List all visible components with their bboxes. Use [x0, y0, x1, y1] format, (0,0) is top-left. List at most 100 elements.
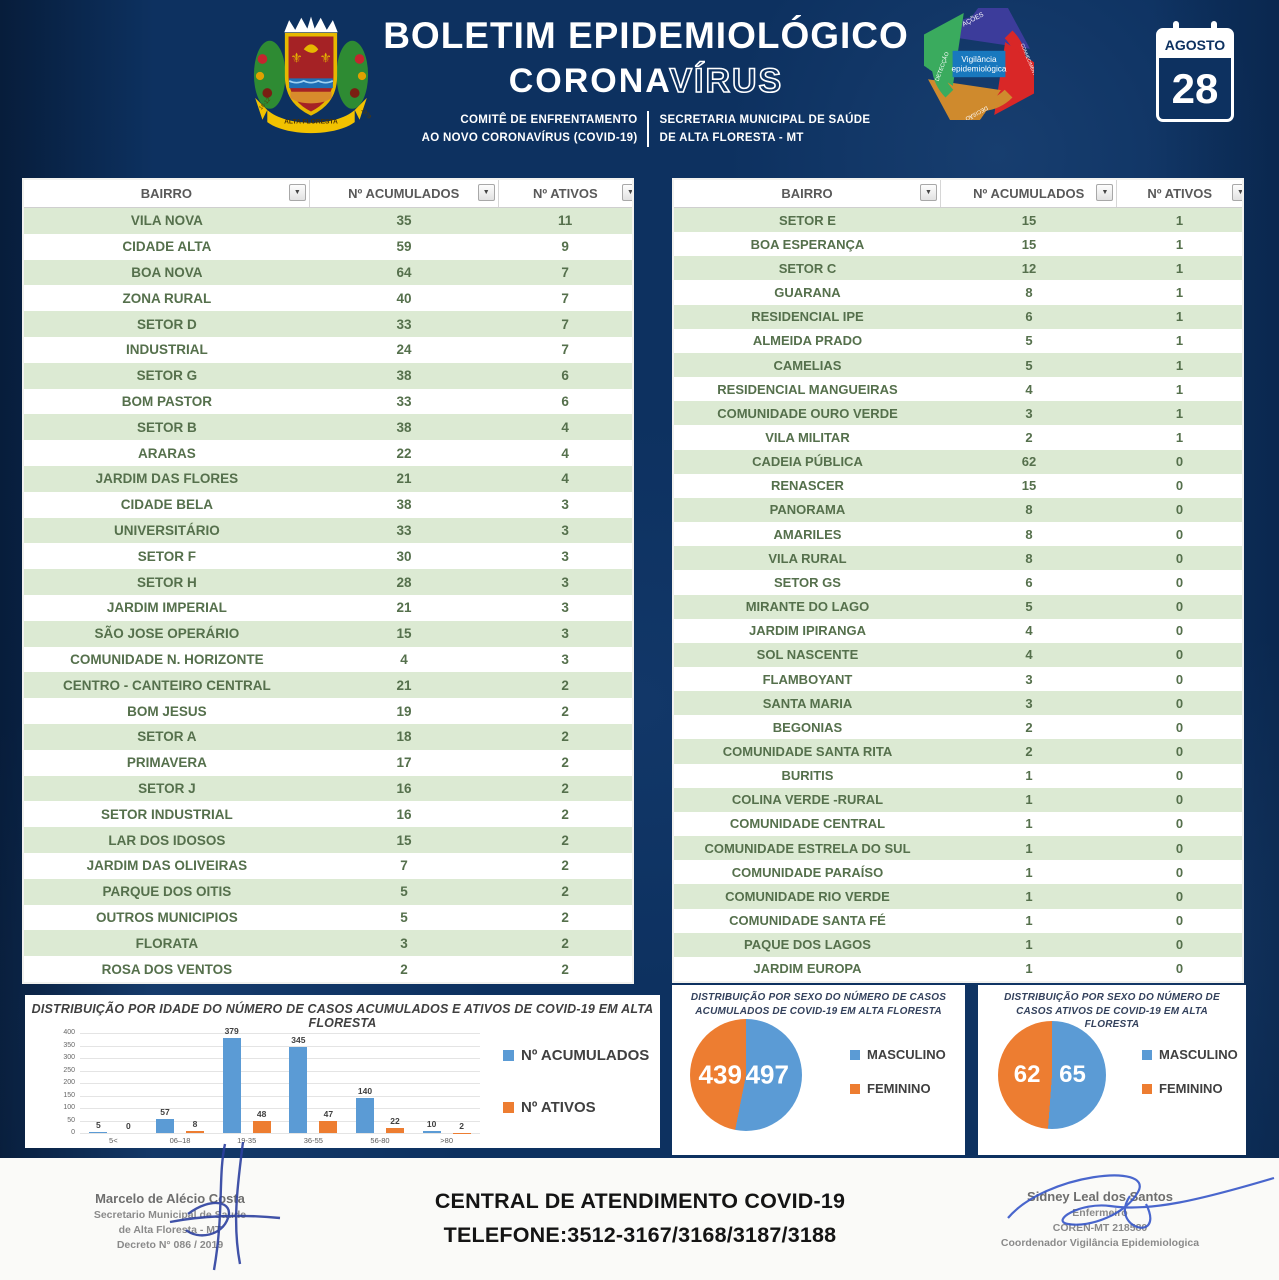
- acumulados-value: 7: [400, 858, 408, 874]
- table-row: CAMELIAS 5 1: [674, 352, 1242, 378]
- table-row: PARQUE DOS OITIS 5 2: [24, 878, 632, 905]
- bar-value-label: 379: [224, 1026, 239, 1037]
- acumulados-value: 6: [1025, 574, 1033, 590]
- ativos-value: 7: [561, 264, 569, 280]
- table-row: RESIDENCIAL MANGUEIRAS 4 1: [674, 377, 1242, 402]
- bar-acumulados: [289, 1046, 308, 1133]
- y-axis-tick: 350: [63, 1041, 75, 1049]
- table-row: BOA ESPERANÇA 15 1: [674, 232, 1242, 257]
- secretary-block: SECRETARIA MUNICIPAL DE SAÚDE DE ALTA FL…: [659, 111, 870, 148]
- table-row: PANORAMA 8 0: [674, 497, 1242, 523]
- bar-acumulados: [422, 1130, 441, 1133]
- filter-dropdown-button[interactable]: ▼: [477, 184, 495, 201]
- gridline: [80, 1045, 480, 1047]
- bar-value-label: 47: [323, 1109, 334, 1120]
- legend-swatch-orange: [1142, 1083, 1152, 1094]
- bairro-name: PAQUE DOS LAGOS: [744, 937, 871, 953]
- filter-dropdown-button[interactable]: ▼: [1232, 184, 1242, 201]
- filter-dropdown-button[interactable]: ▼: [622, 184, 632, 201]
- ativos-value: 0: [1175, 961, 1184, 977]
- table-row: UNIVERSITÁRIO 33 3: [24, 517, 632, 544]
- acumulados-value: 5: [1025, 333, 1033, 349]
- acumulados-value: 2: [1025, 719, 1033, 735]
- filter-dropdown-icon: ▼: [293, 189, 301, 196]
- table-row: ZONA RURAL 40 7: [24, 285, 632, 312]
- acumulados-value: 1: [1025, 816, 1033, 832]
- acumulados-value: 38: [396, 497, 412, 513]
- table-row: COMUNIDADE SANTA RITA 2 0: [674, 739, 1242, 764]
- city-crest-logo: ⚜ ⚜ 18-12 1979 ALTA FLORESTA: [250, 8, 372, 144]
- table-row: CADEIA PÚBLICA 62 0: [674, 449, 1242, 474]
- bairro-name: ALMEIDA PRADO: [752, 333, 863, 349]
- signer-role: Enfermeiro: [1072, 1207, 1128, 1220]
- table-row: SETOR INDUSTRIAL 16 2: [24, 801, 632, 828]
- filter-dropdown-button[interactable]: ▼: [1096, 184, 1114, 201]
- table-row: ROSA DOS VENTOS 2 2: [24, 956, 632, 982]
- table-row: COMUNIDADE SANTA FÉ 1 0: [674, 908, 1242, 933]
- bairro-name: BOA ESPERANÇA: [750, 236, 865, 252]
- table-row: JARDIM DAS OLIVEIRAS 7 2: [24, 852, 632, 879]
- acumulados-value: 19: [396, 703, 412, 719]
- calendar-ring-icon: [1211, 21, 1217, 35]
- acumulados-value: 59: [396, 239, 412, 255]
- filter-dropdown-button[interactable]: ▼: [920, 184, 938, 201]
- acumulados-value: 24: [396, 342, 412, 358]
- table-row: PAQUE DOS LAGOS 1 0: [674, 932, 1242, 957]
- acumulados-value: 15: [396, 626, 412, 642]
- calendar-month: AGOSTO: [1159, 31, 1231, 58]
- pie-value-masculino: 497: [745, 1059, 789, 1090]
- table-row: SETOR J 16 2: [24, 775, 632, 802]
- filter-dropdown-icon: ▼: [1237, 189, 1242, 196]
- bairro-name: AMARILES: [773, 526, 842, 542]
- subtitle-divider: [647, 111, 650, 148]
- table-row: PRIMAVERA 17 2: [24, 749, 632, 776]
- ativos-value: 3: [561, 522, 569, 538]
- bairro-name: JARDIM IPIRANGA: [748, 623, 866, 639]
- signer-name: Marcelo de Alécio Costa: [95, 1191, 245, 1206]
- y-axis-tick: 200: [63, 1079, 75, 1086]
- bar-ativos: [386, 1127, 404, 1133]
- table-row: LAR DOS IDOSOS 15 2: [24, 827, 632, 853]
- bar-value-label: 2: [459, 1120, 465, 1131]
- column-header-ativos: Nº ATIVOS ▼: [1117, 180, 1242, 207]
- cycle-center-line1: Vigilância: [961, 55, 997, 64]
- ativos-value: 7: [561, 290, 569, 306]
- ativos-value: 0: [1175, 744, 1184, 760]
- bairro-name: CADEIA PÚBLICA: [752, 454, 863, 470]
- bar-value-label: 48: [256, 1109, 267, 1119]
- table-row: FLAMBOYANT 3 0: [674, 666, 1242, 692]
- ativos-value: 3: [561, 497, 569, 513]
- pie-title: DISTRIBUIÇÃO POR SEXO DO NÚMERO DE CASOS…: [1004, 992, 1220, 1030]
- gridline: [80, 1133, 480, 1134]
- acumulados-value: 4: [1025, 381, 1033, 397]
- gridline: [80, 1070, 480, 1072]
- ativos-value: 0: [1175, 913, 1184, 929]
- acumulados-value: 64: [396, 264, 412, 280]
- svg-text:⚜: ⚜: [290, 51, 302, 66]
- filter-dropdown-button[interactable]: ▼: [288, 184, 306, 201]
- column-header-label: Nº ATIVOS: [1147, 186, 1213, 201]
- acumulados-value: 33: [396, 316, 412, 332]
- legend-label: Nº ACUMULADOS: [521, 1047, 650, 1064]
- acumulados-value: 1: [1025, 792, 1033, 808]
- cycle-graphic: AÇÕES CONHECIMENTO DECISÃO DETECÇÃO Vigi…: [898, 0, 1060, 145]
- legend-masculino: MASCULINO: [850, 1047, 946, 1062]
- table-row: BEGONIAS 2 0: [674, 715, 1242, 740]
- acumulados-value: 1: [1025, 961, 1033, 977]
- svg-text:⚜: ⚜: [320, 51, 332, 66]
- ativos-value: 3: [561, 651, 569, 667]
- bairro-name: COMUNIDADE OURO VERDE: [717, 405, 898, 421]
- ativos-value: 1: [1175, 429, 1184, 445]
- table-row: RESIDENCIAL IPE 6 1: [674, 304, 1242, 329]
- footer: Marcelo de Alécio Costa Secretario Munic…: [0, 1142, 1279, 1280]
- table-row: VILA NOVA 35 11: [24, 208, 632, 234]
- ativos-value: 0: [1175, 478, 1184, 494]
- y-axis-tick: 50: [67, 1116, 75, 1124]
- bar-value-label: 140: [357, 1086, 373, 1096]
- x-axis-label: >80: [440, 1136, 454, 1145]
- legend-label: MASCULINO: [1159, 1047, 1238, 1062]
- contact-phone: TELEFONE:3512-3167/3168/3187/3188: [443, 1223, 837, 1248]
- x-axis-label: 06–18: [169, 1136, 191, 1145]
- column-header-bairro: BAIRRO ▼: [24, 180, 310, 207]
- bairro-name: RESIDENCIAL MANGUEIRAS: [717, 381, 898, 397]
